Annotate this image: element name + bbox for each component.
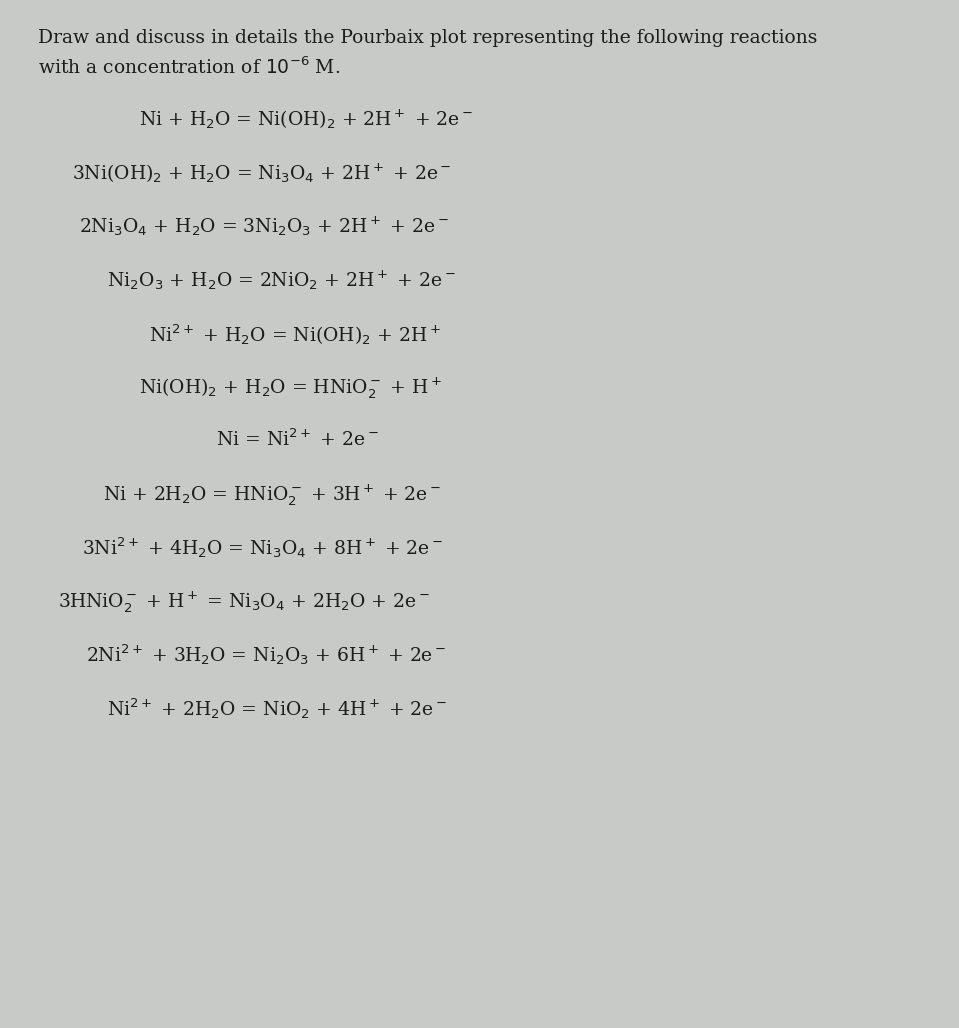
- Text: 3HNiO$_2^-$ + H$^+$ = Ni$_3$O$_4$ + 2H$_2$O + 2e$^-$: 3HNiO$_2^-$ + H$^+$ = Ni$_3$O$_4$ + 2H$_…: [58, 589, 430, 615]
- Text: 3Ni(OH)$_2$ + H$_2$O = Ni$_3$O$_4$ + 2H$^+$ + 2e$^-$: 3Ni(OH)$_2$ + H$_2$O = Ni$_3$O$_4$ + 2H$…: [72, 161, 452, 185]
- Text: 2Ni$_3$O$_4$ + H$_2$O = 3Ni$_2$O$_3$ + 2H$^+$ + 2e$^-$: 2Ni$_3$O$_4$ + H$_2$O = 3Ni$_2$O$_3$ + 2…: [79, 215, 448, 238]
- Text: Ni + H$_2$O = Ni(OH)$_2$ + 2H$^+$ + 2e$^-$: Ni + H$_2$O = Ni(OH)$_2$ + 2H$^+$ + 2e$^…: [139, 108, 473, 132]
- Text: Ni$^{2+}$ + H$_2$O = Ni(OH)$_2$ + 2H$^+$: Ni$^{2+}$ + H$_2$O = Ni(OH)$_2$ + 2H$^+$: [149, 322, 440, 346]
- Text: Ni$^{2+}$ + 2H$_2$O = NiO$_2$ + 4H$^+$ + 2e$^-$: Ni$^{2+}$ + 2H$_2$O = NiO$_2$ + 4H$^+$ +…: [107, 696, 448, 721]
- Text: with a concentration of $10^{-6}$ M.: with a concentration of $10^{-6}$ M.: [38, 57, 340, 78]
- Text: Draw and discuss in details the Pourbaix plot representing the following reactio: Draw and discuss in details the Pourbaix…: [38, 29, 818, 47]
- Text: 2Ni$^{2+}$ + 3H$_2$O = Ni$_2$O$_3$ + 6H$^+$ + 2e$^-$: 2Ni$^{2+}$ + 3H$_2$O = Ni$_2$O$_3$ + 6H$…: [86, 642, 447, 667]
- Text: Ni$_2$O$_3$ + H$_2$O = 2NiO$_2$ + 2H$^+$ + 2e$^-$: Ni$_2$O$_3$ + H$_2$O = 2NiO$_2$ + 2H$^+$…: [107, 268, 456, 292]
- Text: Ni(OH)$_2$ + H$_2$O = HNiO$_2^-$ + H$^+$: Ni(OH)$_2$ + H$_2$O = HNiO$_2^-$ + H$^+$: [139, 375, 442, 401]
- Text: Ni + 2H$_2$O = HNiO$_2^-$ + 3H$^+$ + 2e$^-$: Ni + 2H$_2$O = HNiO$_2^-$ + 3H$^+$ + 2e$…: [103, 482, 441, 508]
- Text: 3Ni$^{2+}$ + 4H$_2$O = Ni$_3$O$_4$ + 8H$^+$ + 2e$^-$: 3Ni$^{2+}$ + 4H$_2$O = Ni$_3$O$_4$ + 8H$…: [82, 536, 443, 560]
- Text: Ni = Ni$^{2+}$ + 2e$^-$: Ni = Ni$^{2+}$ + 2e$^-$: [216, 429, 379, 450]
